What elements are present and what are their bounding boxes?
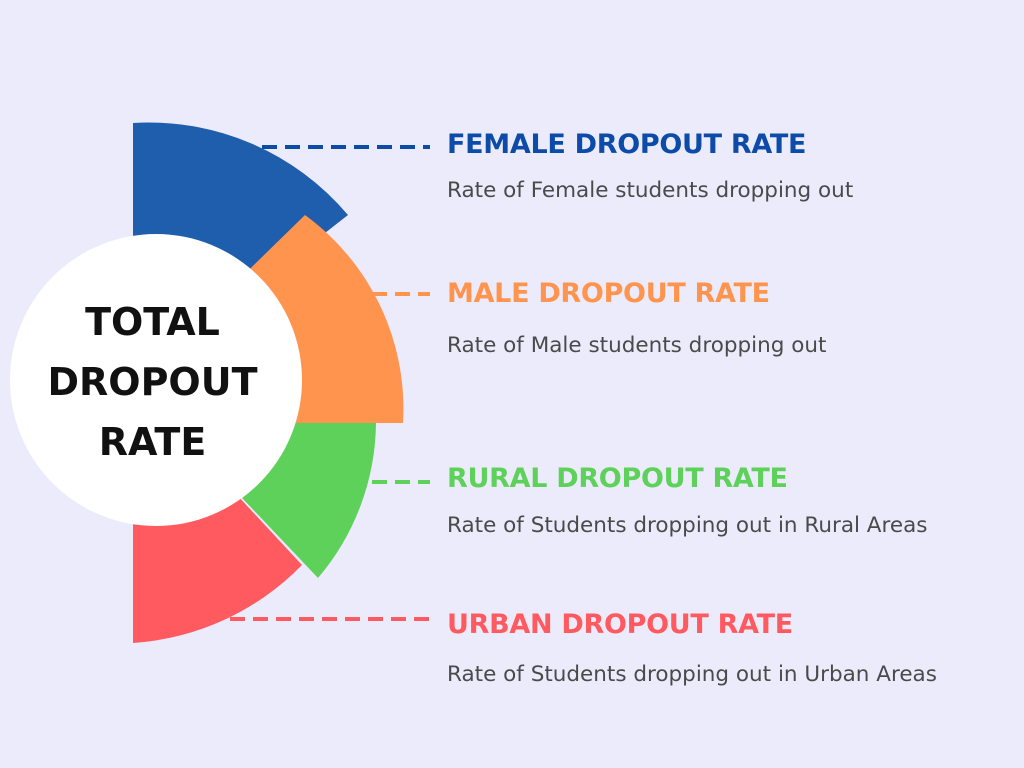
male-description: Rate of Male students dropping out (447, 333, 827, 358)
male-title: MALE DROPOUT RATE (447, 278, 770, 309)
center-title-line-1: TOTAL (85, 300, 220, 344)
female-title: FEMALE DROPOUT RATE (447, 129, 807, 160)
center-title: TOTAL DROPOUT RATE (25, 292, 280, 472)
urban-title: URBAN DROPOUT RATE (447, 609, 793, 640)
rural-description: Rate of Students dropping out in Rural A… (447, 513, 928, 538)
rural-title: RURAL DROPOUT RATE (447, 463, 788, 494)
center-title-line-3: RATE (98, 420, 207, 464)
center-title-line-2: DROPOUT (47, 360, 258, 404)
center-circle (10, 234, 302, 526)
female-description: Rate of Female students dropping out (447, 178, 854, 203)
urban-description: Rate of Students dropping out in Urban A… (447, 662, 937, 687)
